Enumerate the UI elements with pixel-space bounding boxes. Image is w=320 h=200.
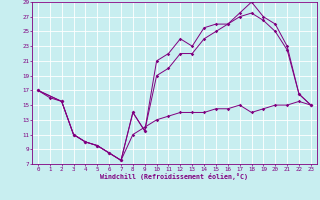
X-axis label: Windchill (Refroidissement éolien,°C): Windchill (Refroidissement éolien,°C) <box>100 173 248 180</box>
